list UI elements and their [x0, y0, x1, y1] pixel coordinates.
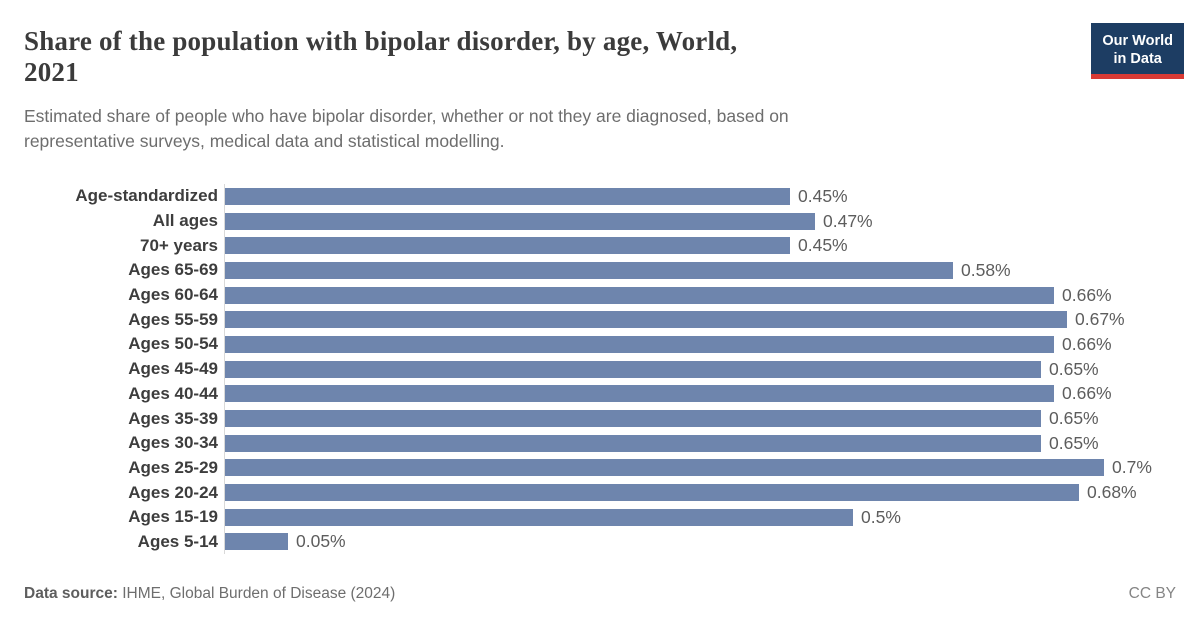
bar-area: 0.5%	[224, 504, 1200, 530]
category-label: Ages 40-44	[128, 383, 218, 403]
bar[interactable]	[225, 335, 1054, 353]
bar[interactable]	[225, 237, 790, 255]
chart-row: 70+ years 0.45%	[24, 233, 1200, 259]
chart-row: Ages 40-44 0.66%	[24, 381, 1200, 407]
category-label: Ages 60-64	[128, 285, 218, 305]
bar[interactable]	[225, 484, 1079, 502]
bar-area: 0.45%	[224, 184, 1200, 209]
category-label: Ages 45-49	[128, 359, 218, 379]
bar[interactable]	[225, 434, 1041, 452]
data-source-value: IHME, Global Burden of Disease (2024)	[122, 585, 396, 602]
chart-footer: Data source: IHME, Global Burden of Dise…	[24, 585, 1176, 603]
chart-row: All ages 0.47%	[24, 208, 1200, 234]
category-label: Ages 25-29	[128, 457, 218, 477]
category-label: Ages 30-34	[128, 433, 218, 453]
category-label: Ages 15-19	[128, 507, 218, 527]
category-label: Ages 35-39	[128, 408, 218, 428]
page-title-line2: 2021	[24, 57, 79, 87]
bar[interactable]	[225, 410, 1041, 428]
bar-area: 0.45%	[224, 233, 1200, 259]
value-label: 0.58%	[961, 259, 1011, 280]
bar[interactable]	[225, 508, 853, 526]
bar[interactable]	[225, 360, 1041, 378]
bar-area: 0.66%	[224, 332, 1200, 357]
bar[interactable]	[225, 311, 1067, 329]
category-label: 70+ years	[140, 235, 218, 255]
value-label: 0.47%	[823, 210, 873, 231]
chart-row: Ages 35-39 0.65%	[24, 406, 1200, 431]
bar-area: 0.65%	[224, 406, 1200, 431]
value-label: 0.45%	[798, 185, 848, 206]
chart-row: Ages 50-54 0.66%	[24, 332, 1200, 357]
value-label: 0.67%	[1075, 309, 1125, 330]
bar[interactable]	[225, 187, 790, 205]
page-title-line1: Share of the population with bipolar dis…	[24, 26, 738, 56]
value-label: 0.65%	[1049, 432, 1099, 453]
bar-area: 0.68%	[224, 480, 1200, 505]
value-label: 0.45%	[798, 235, 848, 256]
chart-row: Ages 5-14 0.05%	[24, 529, 1200, 555]
value-label: 0.7%	[1112, 457, 1152, 478]
bar[interactable]	[225, 533, 288, 551]
category-label: Age-standardized	[75, 186, 218, 206]
value-label: 0.66%	[1062, 383, 1112, 404]
bar-area: 0.7%	[224, 455, 1200, 481]
value-label: 0.65%	[1049, 408, 1099, 429]
category-label: Ages 5-14	[137, 531, 218, 551]
chart-row: Ages 45-49 0.65%	[24, 356, 1200, 382]
bar-area: 0.65%	[224, 430, 1200, 456]
category-label: Ages 55-59	[128, 309, 218, 329]
category-label: Ages 65-69	[128, 260, 218, 280]
chart-row: Ages 20-24 0.68%	[24, 480, 1200, 505]
chart-row: Age-standardized 0.45%	[24, 184, 1200, 209]
category-label: Ages 20-24	[128, 482, 218, 502]
bar-area: 0.67%	[224, 307, 1200, 333]
owid-logo-line1: Our World	[1102, 33, 1173, 49]
chart-row: Ages 60-64 0.66%	[24, 282, 1200, 308]
data-source-label: Data source:	[24, 585, 118, 602]
value-label: 0.68%	[1087, 482, 1137, 503]
value-label: 0.5%	[861, 506, 901, 527]
owid-logo-line2: in Data	[1113, 51, 1162, 67]
bar-area: 0.47%	[224, 208, 1200, 234]
chart-row: Ages 55-59 0.67%	[24, 307, 1200, 333]
chart-header: Share of the population with bipolar dis…	[0, 0, 1200, 154]
chart-row: Ages 25-29 0.7%	[24, 455, 1200, 481]
page-title: Share of the population with bipolar dis…	[24, 26, 1176, 88]
bar-area: 0.65%	[224, 356, 1200, 382]
value-label: 0.05%	[296, 531, 346, 552]
value-label: 0.66%	[1062, 333, 1112, 354]
chart-subtitle: Estimated share of people who have bipol…	[24, 104, 1176, 154]
chart-row: Ages 30-34 0.65%	[24, 430, 1200, 456]
category-label: Ages 50-54	[128, 334, 218, 354]
category-label: All ages	[152, 211, 218, 231]
bar[interactable]	[225, 286, 1054, 304]
bar[interactable]	[225, 385, 1054, 403]
data-source: Data source: IHME, Global Burden of Dise…	[24, 585, 395, 603]
chart-row: Ages 15-19 0.5%	[24, 504, 1200, 530]
value-label: 0.65%	[1049, 358, 1099, 379]
owid-logo[interactable]: Our World in Data	[1091, 23, 1184, 79]
bar-area: 0.58%	[224, 258, 1200, 283]
bar[interactable]	[225, 261, 953, 279]
value-label: 0.66%	[1062, 284, 1112, 305]
chart-subtitle-line1: Estimated share of people who have bipol…	[24, 106, 789, 126]
bar[interactable]	[225, 212, 815, 230]
bar-area: 0.66%	[224, 282, 1200, 308]
bar-chart: Age-standardized 0.45% All ages 0.47% 70…	[24, 184, 1200, 555]
bar-area: 0.66%	[224, 381, 1200, 407]
license-badge[interactable]: CC BY	[1128, 585, 1176, 602]
chart-row: Ages 65-69 0.58%	[24, 258, 1200, 283]
chart-subtitle-line2: representative surveys, medical data and…	[24, 131, 505, 151]
bar[interactable]	[225, 459, 1104, 477]
bar-area: 0.05%	[224, 529, 1200, 555]
